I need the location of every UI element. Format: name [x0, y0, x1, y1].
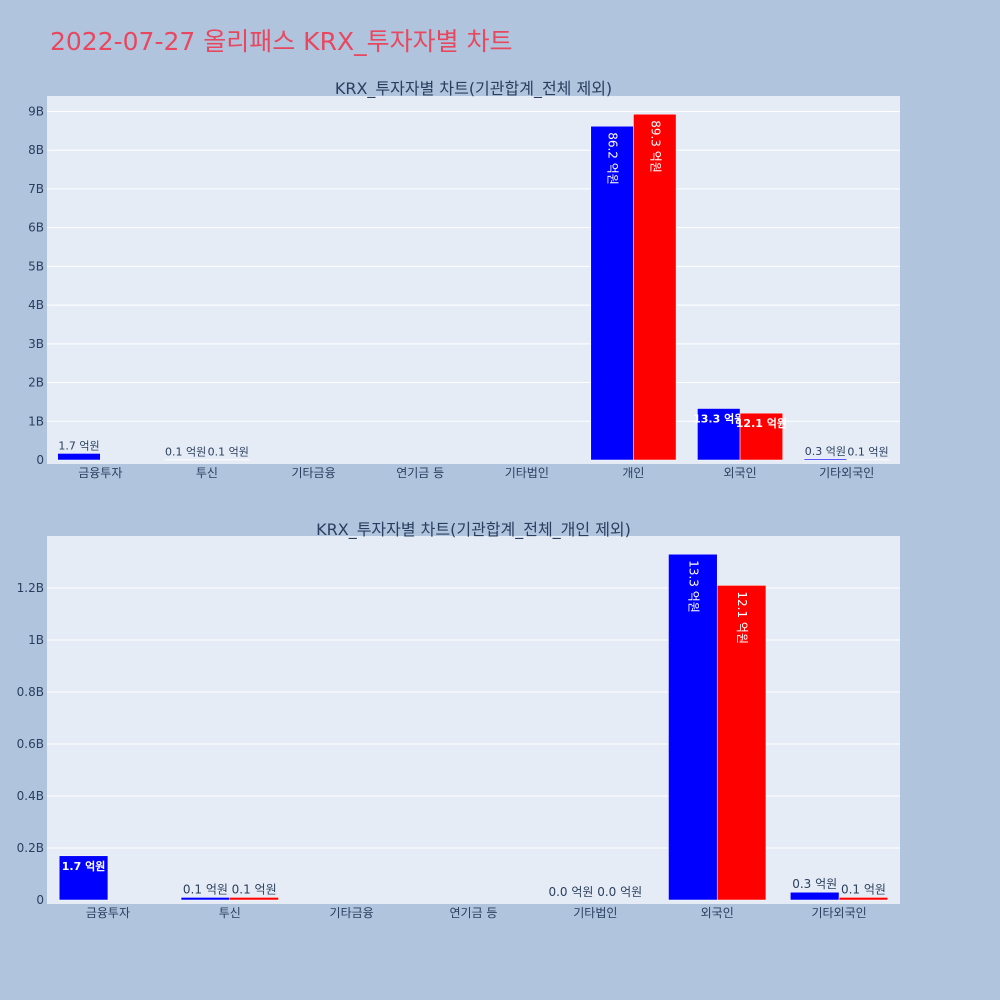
x-tick-label: 개인: [622, 466, 644, 480]
plot-area: [47, 96, 900, 464]
y-tick-label: 0.6B: [17, 737, 44, 751]
bar-value-label: 0.1 억원: [183, 882, 228, 896]
bar-value-label: 12.1 억원: [736, 416, 787, 430]
y-tick-label: 0: [36, 893, 44, 907]
y-tick-label: 0: [36, 453, 44, 467]
chart-title: KRX_투자자별 차트(기관합계_전체_개인 제외): [316, 520, 631, 540]
bar-value-label: 0.1 억원: [208, 446, 249, 459]
y-tick-label: 1B: [28, 414, 44, 428]
y-tick-label: 8B: [28, 143, 44, 157]
x-tick-label: 투신: [196, 466, 218, 480]
y-tick-label: 5B: [28, 259, 44, 273]
bar-red: [739, 412, 783, 461]
bar-red: [838, 897, 889, 901]
x-tick-label: 외국인: [724, 466, 757, 480]
x-tick-label: 기타외국인: [811, 906, 866, 920]
bar-red: [229, 897, 279, 901]
bar-value-label: 13.3 억원: [693, 411, 744, 425]
bar-red: [633, 113, 677, 461]
bar-red: [716, 585, 767, 901]
chart-title: KRX_투자자별 차트(기관합계_전체 제외): [335, 79, 612, 99]
bar-value-label: 12.1 억원: [735, 591, 749, 644]
bar-blue: [790, 891, 840, 901]
x-tick-label: 연기금 등: [450, 906, 498, 920]
x-tick-label: 기타금융: [330, 906, 374, 920]
bar-value-label: 86.2 억원: [606, 132, 620, 185]
x-tick-label: 외국인: [701, 906, 734, 920]
bar-value-label: 89.3 억원: [648, 120, 662, 173]
bar-value-label: 1.7 억원: [58, 439, 99, 452]
y-tick-label: 2B: [28, 376, 44, 390]
page-title: 2022-07-27 올리패스 KRX_투자자별 차트: [50, 27, 513, 56]
y-tick-label: 4B: [28, 298, 44, 312]
y-tick-label: 0.4B: [17, 789, 44, 803]
bar-blue: [803, 458, 847, 461]
bar-blue: [590, 125, 634, 461]
x-tick-label: 기타법인: [505, 466, 549, 480]
y-tick-label: 0.2B: [17, 841, 44, 855]
x-tick-label: 투신: [219, 906, 241, 920]
bar-blue: [697, 408, 741, 461]
bar-value-label: 0.0 억원: [548, 885, 593, 899]
bar-value-label: 0.1 억원: [841, 882, 886, 896]
bar-value-label: 0.0 억원: [597, 885, 642, 899]
chart-1: KRX_투자자별 차트(기관합계_전체 제외) 0 1B 2B 3B 4B 5B 6B 7B 8B…: [28, 79, 900, 480]
y-tick-label: 7B: [28, 182, 44, 196]
bar-value-label: 0.1 억원: [232, 882, 277, 896]
bar-blue: [57, 453, 101, 461]
y-tick-label: 0.8B: [17, 685, 44, 699]
x-tick-label: 기타외국인: [819, 466, 874, 480]
y-tick-label: 9B: [28, 104, 44, 118]
x-tick-label: 연기금 등: [396, 466, 444, 480]
bar-value-label: 1.7 억원: [62, 859, 106, 873]
bar-value-label: 0.1 억원: [847, 446, 888, 459]
bar-value-label: 0.3 억원: [792, 877, 837, 891]
bar-blue: [58, 855, 109, 901]
x-tick-label: 금융투자: [86, 906, 130, 920]
x-tick-label: 기타금융: [291, 466, 335, 480]
y-tick-label: 1B: [28, 633, 44, 647]
x-tick-label: 기타법인: [573, 906, 617, 920]
chart-2: KRX_투자자별 차트(기관합계_전체_개인 제외) 0 0.2B 0.4B 0.6B 0…: [17, 520, 900, 920]
bar-value-label: 0.3 억원: [805, 445, 846, 458]
plot-area: [47, 536, 900, 904]
y-tick-label: 3B: [28, 337, 44, 351]
y-tick-label: 1.2B: [17, 581, 44, 595]
x-tick-label: 금융투자: [78, 466, 122, 480]
bar-blue: [180, 897, 231, 901]
y-tick-label: 6B: [28, 221, 44, 235]
bar-value-label: 0.1 억원: [165, 446, 206, 459]
bar-value-label: 13.3 억원: [686, 560, 700, 613]
